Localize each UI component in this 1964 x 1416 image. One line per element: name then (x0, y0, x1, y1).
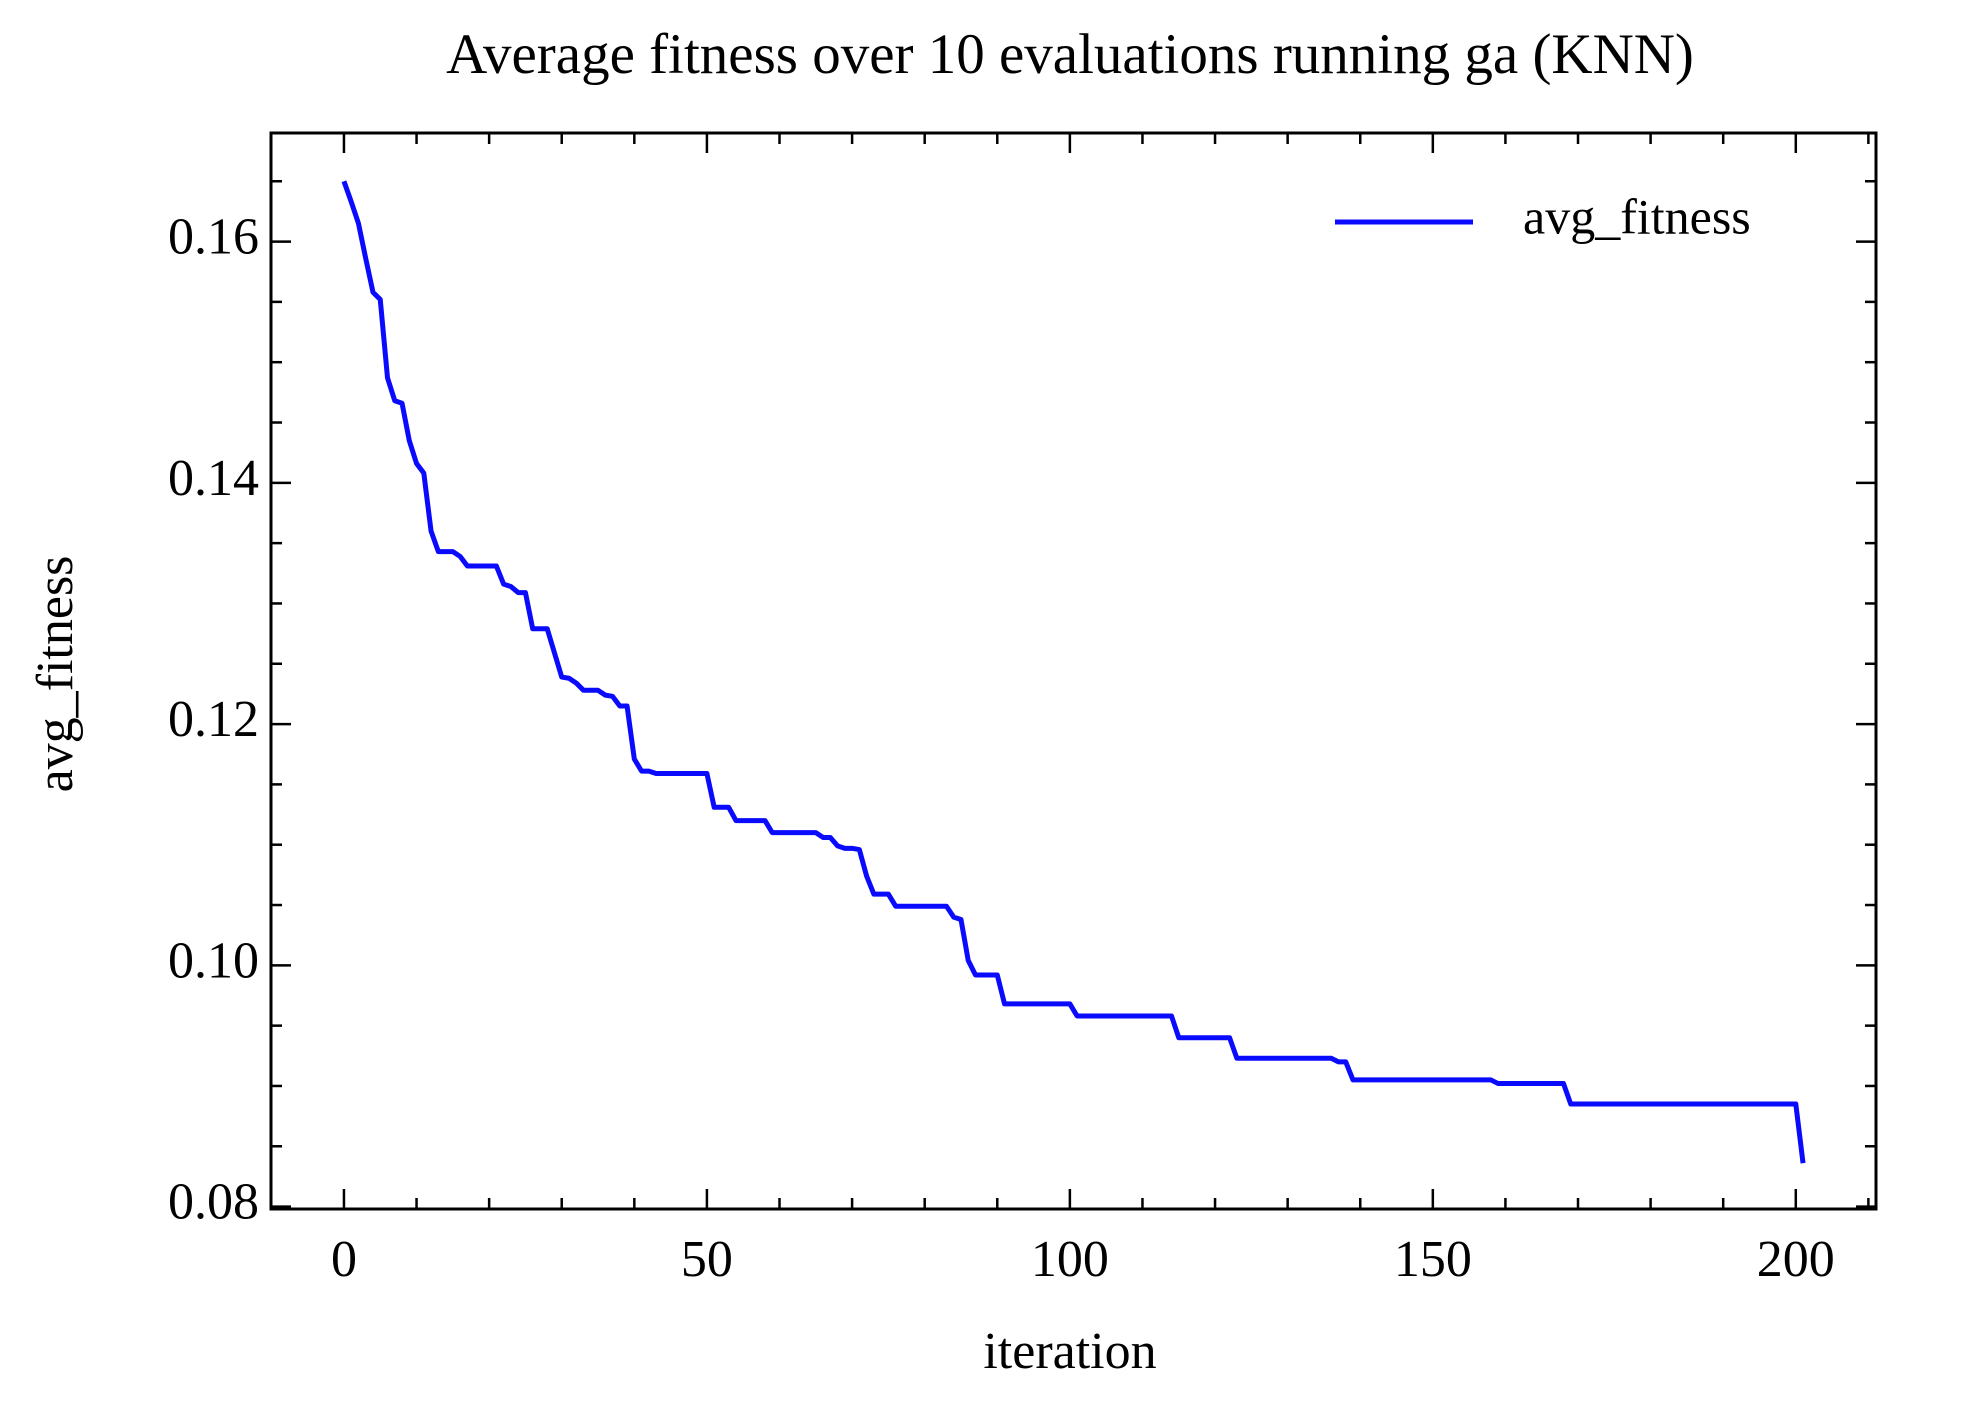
x-tick-label: 200 (1757, 1231, 1835, 1288)
x-axis-label: iteration (983, 1323, 1156, 1380)
x-tick-label: 150 (1394, 1231, 1472, 1288)
y-tick-label: 0.12 (168, 691, 259, 748)
y-axis-label: avg_fitness (27, 556, 84, 793)
x-tick-label: 50 (681, 1231, 733, 1288)
data-line (341, 180, 1806, 1164)
y-tick-label: 0.16 (168, 209, 259, 266)
x-tick-label: 0 (331, 1231, 357, 1288)
x-tick-label: 100 (1031, 1231, 1109, 1288)
chart-title: Average fitness over 10 evaluations runn… (446, 23, 1694, 86)
y-tick-label: 0.10 (168, 932, 259, 989)
legend-label: avg_fitness (1523, 188, 1751, 244)
y-tick-label: 0.14 (168, 450, 259, 507)
y-tick-label: 0.08 (168, 1174, 259, 1231)
plot-frame (269, 131, 1878, 1211)
